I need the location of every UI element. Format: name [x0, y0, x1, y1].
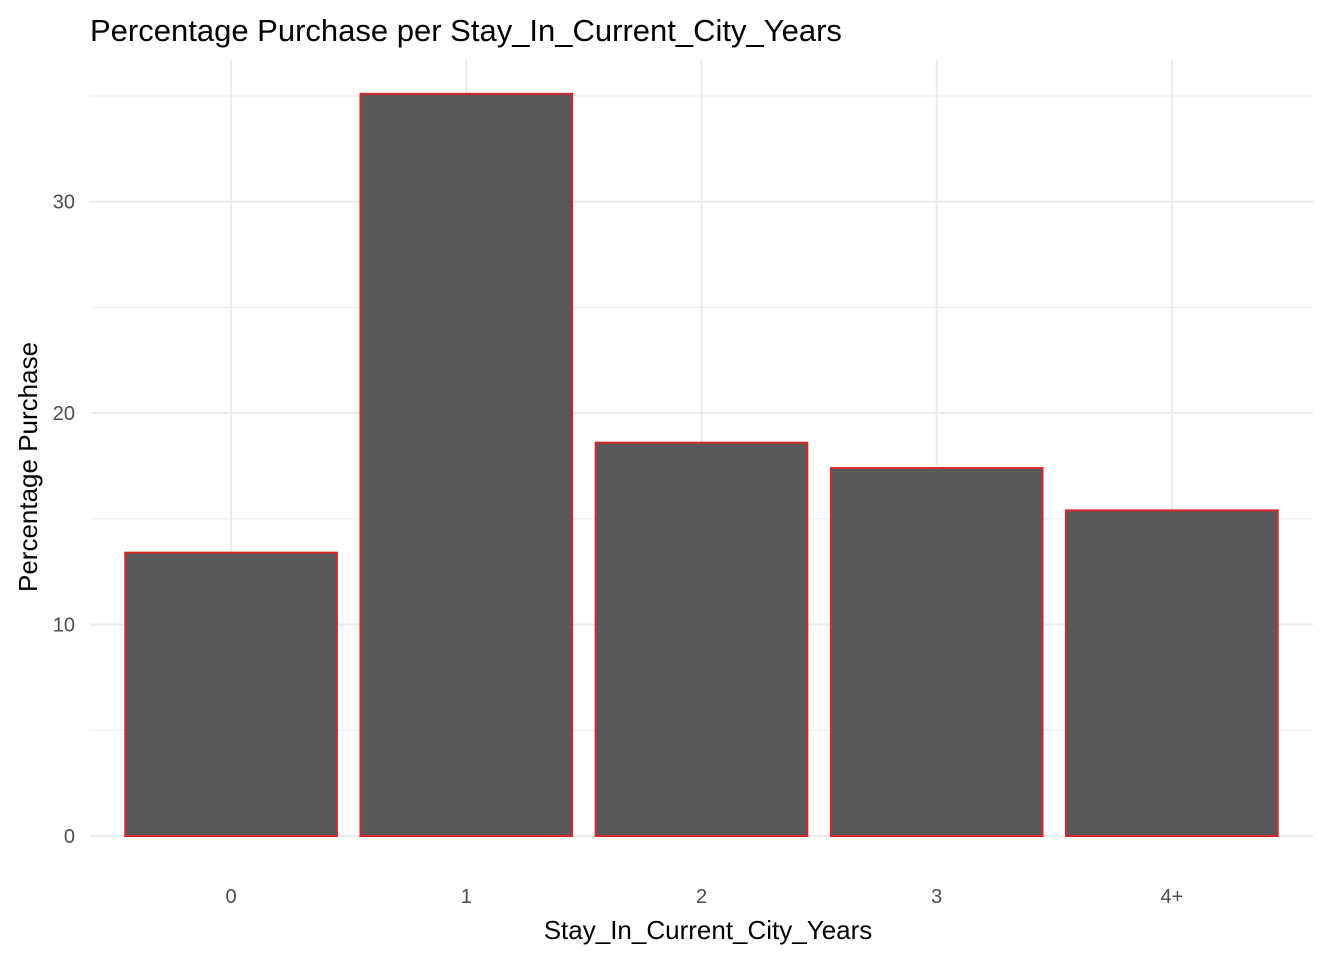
x-tick-label: 2	[696, 886, 707, 908]
bar-0	[124, 551, 338, 837]
x-tick-label: 1	[461, 886, 472, 908]
y-tick-label: 10	[53, 615, 75, 637]
bar-3	[829, 467, 1044, 837]
bar-4+	[1065, 509, 1279, 837]
chart-title: Percentage Purchase per Stay_In_Current_…	[90, 13, 842, 48]
bars	[124, 92, 1279, 838]
bar-2	[594, 441, 809, 837]
y-tick-labels: 0 10 20 30	[53, 192, 75, 848]
x-tick-label: 3	[931, 886, 942, 908]
x-tick-label: 4+	[1160, 886, 1183, 908]
x-tick-label: 0	[226, 886, 237, 908]
y-tick-label: 30	[53, 192, 75, 214]
y-axis-title: Percentage Purchase	[13, 342, 43, 592]
y-tick-label: 20	[53, 403, 75, 425]
y-tick-label: 0	[64, 826, 75, 848]
x-axis-title: Stay_In_Current_City_Years	[544, 915, 873, 945]
x-tick-labels: 0 1 2 3 4+	[226, 886, 1184, 908]
bar-1	[359, 92, 574, 838]
